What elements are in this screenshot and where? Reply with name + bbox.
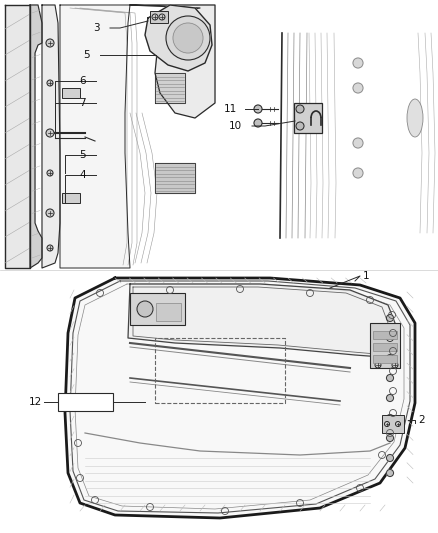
Polygon shape [30,5,42,268]
Circle shape [137,301,153,317]
Text: 3: 3 [93,23,100,33]
Circle shape [47,245,53,251]
Bar [373,343,397,351]
Text: 5: 5 [83,50,90,60]
Polygon shape [5,5,30,268]
Circle shape [353,168,363,178]
Text: 4: 4 [79,170,86,180]
Bar [155,338,285,403]
Circle shape [386,375,393,382]
Text: 6: 6 [79,76,86,86]
Bar [382,415,404,433]
Circle shape [386,354,393,361]
Circle shape [173,23,203,53]
Circle shape [46,39,54,47]
Polygon shape [145,5,212,71]
Ellipse shape [407,99,423,137]
Circle shape [353,138,363,148]
Circle shape [392,362,398,368]
Circle shape [375,362,381,368]
Circle shape [353,83,363,93]
Circle shape [152,14,158,20]
Circle shape [386,415,393,422]
Circle shape [159,14,165,20]
Circle shape [386,455,393,462]
Text: 7: 7 [79,98,86,108]
Bar [373,331,397,339]
Circle shape [386,314,393,321]
Circle shape [254,105,262,113]
Circle shape [47,170,53,176]
Text: 10: 10 [229,121,242,131]
Polygon shape [155,163,195,193]
Bar [370,323,400,368]
Circle shape [386,434,393,441]
Text: 2: 2 [418,415,424,425]
Polygon shape [65,278,415,518]
Text: 1: 1 [363,271,370,281]
Text: 5: 5 [79,150,86,160]
Circle shape [254,119,262,127]
Circle shape [386,335,393,342]
Circle shape [166,16,210,60]
Bar [58,393,113,411]
Text: 12: 12 [29,397,42,407]
Bar [294,103,322,133]
Text: 11: 11 [224,104,237,114]
Bar [62,193,80,203]
Polygon shape [130,5,215,118]
Bar [130,293,185,325]
Bar [62,88,80,98]
Bar [373,355,397,363]
Circle shape [396,422,400,426]
Polygon shape [155,73,185,103]
Circle shape [353,58,363,68]
Bar [150,11,168,23]
Polygon shape [128,284,395,358]
Polygon shape [42,5,60,268]
Circle shape [47,80,53,86]
Circle shape [296,105,304,113]
Bar [156,303,181,321]
Circle shape [386,394,393,401]
Polygon shape [60,5,130,268]
Circle shape [46,209,54,217]
Circle shape [386,470,393,477]
Circle shape [385,422,389,426]
Circle shape [46,129,54,137]
Circle shape [296,122,304,130]
